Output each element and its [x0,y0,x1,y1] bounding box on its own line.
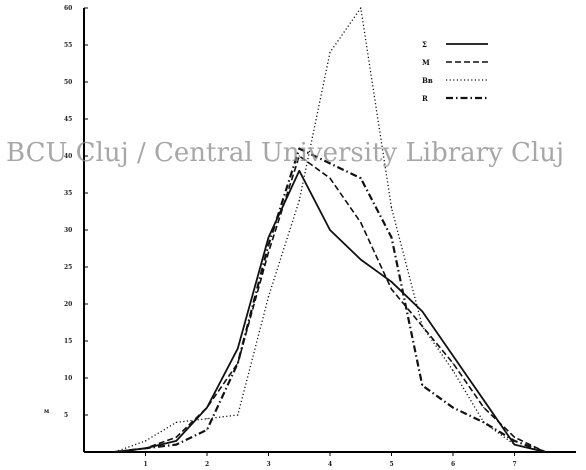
data-point [175,421,177,423]
data-point [175,440,177,442]
data-point [452,362,454,364]
data-point [360,259,362,261]
legend-label: R [422,94,428,103]
y-tick-label: 35 [64,190,72,197]
data-point [206,407,208,409]
x-tick-label: 4 [328,461,332,468]
data-point [421,325,423,327]
data-point [144,447,147,449]
data-point [390,288,393,290]
x-tick-label: 7 [513,461,517,468]
y-tick-label: 30 [64,227,72,234]
series-line [114,155,546,453]
data-point [206,429,208,431]
data-point [360,177,362,179]
data-point [175,444,177,446]
y-tick-group: 5 10 15 20 25 30 35 40 45 50 55 60 [64,5,88,419]
data-point [237,347,239,349]
y-axis-corner-label: м [44,408,49,415]
y-tick-label: 20 [64,301,72,308]
data-point [390,281,393,283]
data-point [483,399,485,401]
series-2 [114,155,546,453]
y-tick-label: 5 [64,412,68,419]
watermark-text: BCU Cluj / Central University Library Cl… [6,138,564,168]
y-tick-label: 55 [64,42,72,49]
data-point [298,199,300,201]
data-point [390,236,393,238]
data-point [267,251,270,253]
y-tick-label: 45 [64,116,72,123]
data-point [452,407,454,409]
data-point [237,362,239,364]
data-point [360,7,362,9]
data-point [483,407,485,409]
data-point [298,148,300,150]
x-tick-label: 3 [267,461,271,468]
data-point [390,207,393,209]
data-point [421,384,423,386]
data-point [144,440,147,442]
x-tick-label: 6 [451,461,455,468]
y-tick-label: 50 [64,79,72,86]
data-point [329,162,331,164]
legend-label: Σ [422,40,427,49]
y-tick-label: 60 [64,5,72,12]
x-tick-group: 1 2 3 4 5 6 7 [144,452,517,468]
data-point [483,421,485,423]
legend-label: Bв [422,76,433,85]
series-1 [114,169,546,453]
data-point [329,177,331,179]
y-tick-label: 15 [64,338,72,345]
y-tick-label: 10 [64,375,72,382]
y-tick-label: 25 [64,264,72,271]
x-tick-label: 5 [390,461,394,468]
data-point [360,222,362,224]
series-4 [114,147,546,454]
data-point [175,436,177,438]
data-point [267,236,270,238]
data-point [237,414,239,416]
series-line [114,169,546,453]
series-group [114,7,546,454]
data-point [544,451,546,453]
data-point [421,310,423,312]
data-point [267,244,270,246]
y-tick-label: 40 [64,153,72,160]
data-point [452,370,454,372]
series-line [114,147,546,454]
data-point [513,436,516,438]
legend: ΣM Bв R [422,40,488,103]
data-point [114,451,116,453]
data-point [206,418,208,420]
data-point [329,51,331,54]
data-point [452,355,454,357]
data-point [298,170,300,172]
data-point [329,229,331,231]
data-point [298,155,300,157]
x-tick-label: 2 [205,461,209,468]
data-point [513,440,516,442]
legend-label: M [422,58,430,67]
data-point [513,444,516,446]
data-point [267,296,270,298]
x-tick-label: 1 [144,461,148,468]
